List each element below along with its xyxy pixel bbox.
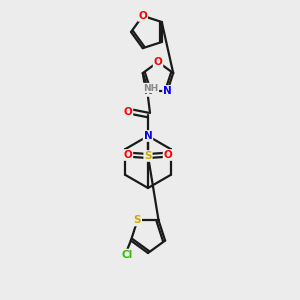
Text: S: S [144,151,152,161]
Text: O: O [164,150,172,160]
Text: N: N [163,86,172,96]
Text: O: O [154,57,162,67]
Text: N: N [144,131,152,141]
Text: N: N [144,86,153,96]
Text: NH: NH [143,84,158,93]
Text: O: O [124,107,132,117]
Text: O: O [124,150,132,160]
Text: O: O [138,11,147,21]
Text: S: S [134,215,141,225]
Text: Cl: Cl [121,250,133,260]
